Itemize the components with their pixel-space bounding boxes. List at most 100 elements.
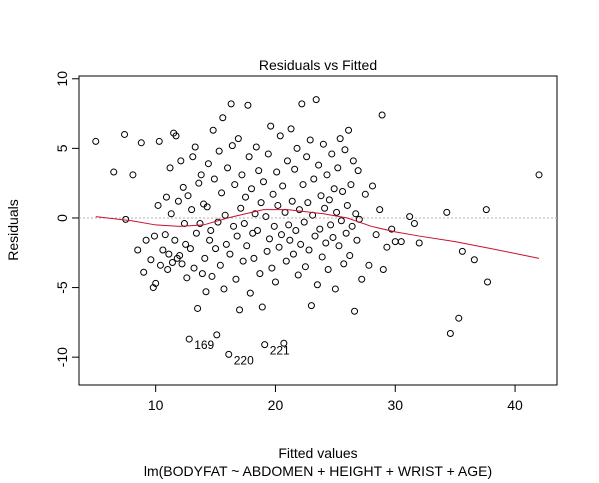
residual-point bbox=[254, 227, 262, 234]
residual-point bbox=[535, 171, 543, 179]
residual-point bbox=[335, 242, 343, 250]
residual-point bbox=[337, 217, 345, 225]
residual-point bbox=[191, 143, 199, 151]
residual-point bbox=[195, 179, 203, 187]
residual-point bbox=[333, 208, 341, 216]
residual-point bbox=[311, 232, 319, 240]
smooth-line bbox=[95, 209, 540, 259]
residual-point bbox=[286, 236, 294, 244]
residual-point bbox=[252, 143, 260, 151]
residual-point bbox=[339, 188, 347, 196]
residual-point bbox=[129, 171, 137, 179]
residual-point bbox=[196, 220, 204, 228]
residual-point bbox=[351, 307, 359, 315]
residual-point bbox=[327, 221, 335, 229]
residual-point bbox=[267, 122, 275, 130]
residual-point bbox=[446, 330, 454, 337]
residual-point bbox=[358, 275, 366, 283]
residual-point bbox=[484, 278, 492, 286]
residual-point bbox=[192, 229, 200, 237]
residual-point bbox=[352, 210, 360, 218]
residual-point bbox=[317, 192, 325, 200]
residual-point bbox=[188, 206, 196, 214]
residual-point bbox=[303, 153, 311, 161]
residual-point bbox=[281, 208, 289, 216]
residual-point bbox=[379, 265, 387, 273]
residual-point bbox=[209, 126, 217, 134]
residual-point bbox=[250, 254, 258, 262]
x-tick-label: 20 bbox=[268, 397, 284, 413]
residual-point bbox=[121, 130, 129, 138]
residual-point bbox=[186, 245, 194, 253]
residual-point bbox=[210, 175, 218, 183]
residual-point bbox=[349, 157, 357, 165]
residual-point bbox=[458, 247, 466, 255]
residual-point bbox=[269, 190, 277, 198]
residual-point bbox=[304, 199, 312, 207]
residual-point bbox=[204, 160, 212, 168]
residual-point bbox=[198, 270, 206, 278]
residual-point bbox=[361, 190, 369, 198]
residual-point bbox=[295, 206, 303, 214]
residual-point bbox=[397, 238, 405, 246]
residual-point bbox=[226, 250, 234, 258]
chart-title: Residuals vs Fitted bbox=[259, 57, 377, 73]
residual-point bbox=[215, 147, 223, 155]
residual-point bbox=[142, 236, 150, 244]
residual-point bbox=[218, 189, 226, 197]
residual-point bbox=[220, 285, 228, 293]
residual-point bbox=[213, 331, 221, 339]
residual-point bbox=[197, 171, 205, 179]
residual-point bbox=[159, 246, 167, 254]
residual-point bbox=[280, 339, 288, 347]
residual-point bbox=[165, 250, 173, 258]
axes: 10 20 30 40 -10 -5 0 5 10 bbox=[54, 71, 523, 413]
residual-point bbox=[325, 196, 333, 204]
residual-point bbox=[415, 239, 423, 247]
residual-point bbox=[244, 101, 252, 109]
residual-point bbox=[239, 257, 247, 265]
residual-point bbox=[288, 197, 296, 205]
outlier-labels: 169 220 221 bbox=[194, 338, 290, 367]
residual-point bbox=[179, 183, 187, 191]
residual-point bbox=[378, 111, 386, 119]
residual-point bbox=[274, 201, 282, 209]
chart-subtitle: lm(BODYFAT ~ ABDOMEN + HEIGHT + WRIST + … bbox=[144, 463, 492, 479]
residual-point bbox=[328, 150, 336, 158]
residual-point bbox=[345, 126, 353, 134]
residual-point bbox=[240, 220, 248, 228]
residual-point bbox=[238, 171, 246, 179]
residual-point bbox=[245, 153, 253, 161]
residual-point bbox=[110, 168, 118, 176]
residual-point bbox=[365, 261, 373, 269]
residual-point bbox=[202, 288, 210, 296]
outlier-label: 169 bbox=[194, 338, 214, 352]
residual-point bbox=[470, 256, 478, 264]
residual-point bbox=[276, 132, 284, 140]
residual-point bbox=[353, 236, 361, 244]
residual-point bbox=[292, 227, 300, 234]
residual-point bbox=[298, 100, 306, 108]
residual-point bbox=[150, 232, 158, 240]
y-tick-label: 10 bbox=[54, 71, 70, 87]
residual-point bbox=[227, 100, 235, 108]
residual-point bbox=[258, 303, 266, 311]
residual-point bbox=[372, 231, 380, 239]
residual-point bbox=[232, 275, 240, 283]
residual-point bbox=[176, 252, 184, 260]
residual-point bbox=[340, 260, 348, 268]
x-tick-label: 40 bbox=[507, 397, 523, 413]
residual-point bbox=[261, 341, 269, 349]
residual-point bbox=[354, 167, 362, 175]
residual-point bbox=[259, 178, 267, 186]
residual-point bbox=[251, 210, 259, 218]
residual-point bbox=[289, 250, 297, 258]
residual-point bbox=[341, 146, 349, 154]
residual-point bbox=[410, 220, 418, 228]
residual-point bbox=[273, 168, 281, 176]
plot-frame bbox=[78, 75, 558, 386]
residual-point bbox=[164, 265, 172, 273]
y-tick-label: 5 bbox=[54, 144, 70, 152]
residual-point bbox=[161, 231, 169, 239]
residual-point bbox=[162, 193, 170, 201]
